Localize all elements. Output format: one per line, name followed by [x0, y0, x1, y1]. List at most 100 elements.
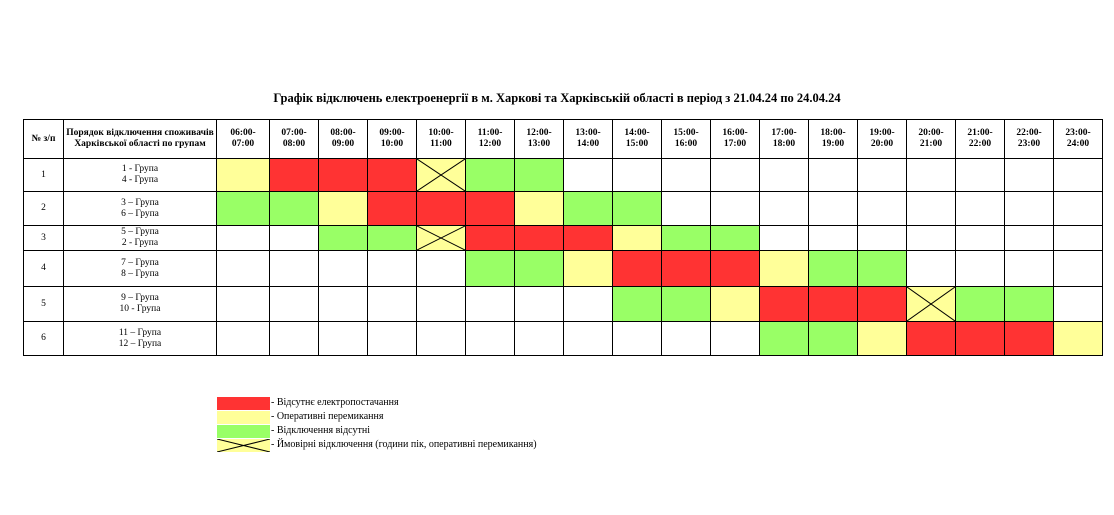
group-label: 6 – Група: [121, 208, 159, 219]
hour-cell: [367, 191, 417, 226]
hour-cell: [514, 286, 564, 322]
legend-item: - Ймовірні відключення (години пік, опер…: [217, 438, 577, 452]
group-cell: 3 – Група 6 – Група: [63, 191, 217, 226]
group-label: 2 - Група: [121, 238, 159, 248]
hour-header: 10:00- 11:00: [416, 119, 466, 159]
hour-cell: [661, 158, 711, 192]
hour-cell: [563, 225, 613, 251]
hour-header: 12:00- 13:00: [514, 119, 564, 159]
hour-cell: [514, 191, 564, 226]
hour-cell: [661, 191, 711, 226]
row-number: 1: [23, 158, 64, 192]
probable-outage-cell: [906, 286, 956, 322]
hour-cell: [857, 225, 907, 251]
hour-cell: [514, 321, 564, 356]
hour-cell: [857, 250, 907, 287]
hour-cell: [1004, 225, 1054, 251]
hour-cell: [465, 250, 515, 287]
hour-cell: [808, 191, 858, 226]
hour-cell: [1004, 250, 1054, 287]
legend-swatch: [217, 425, 270, 438]
legend-label: - Ймовірні відключення (години пік, опер…: [271, 439, 537, 450]
hour-header: 07:00- 08:00: [269, 119, 319, 159]
hour-cell: [416, 321, 466, 356]
hour-cell: [269, 286, 319, 322]
hour-cell: [710, 250, 760, 287]
group-label: 9 – Група: [121, 293, 159, 303]
hour-cell: [710, 286, 760, 322]
hour-header: 16:00- 17:00: [710, 119, 760, 159]
hour-cell: [416, 286, 466, 322]
hour-header: 23:00- 24:00: [1053, 119, 1103, 159]
legend-item: - Відключення відсутні: [217, 424, 577, 438]
hour-cell: [563, 158, 613, 192]
hour-cell: [1004, 321, 1054, 356]
hour-cell: [857, 191, 907, 226]
hour-cell: [808, 250, 858, 287]
hour-cell: [661, 250, 711, 287]
hour-cell: [216, 191, 270, 226]
hour-cell: [465, 158, 515, 192]
hour-cell: [367, 286, 417, 322]
outage-schedule-table: № з/п Порядок відключення споживачів Хар…: [23, 119, 1103, 356]
hour-cell: [661, 321, 711, 356]
legend-item: - Відсутнє електропостачання: [217, 396, 577, 410]
group-label: 3 – Група: [121, 197, 159, 208]
hour-header: 09:00- 10:00: [367, 119, 417, 159]
legend-swatch: [217, 439, 270, 452]
schedule-title: Графік відключень електроенергії в м. Ха…: [273, 91, 841, 105]
row-number: 2: [23, 191, 64, 226]
hour-cell: [612, 250, 662, 287]
hour-cell: [955, 158, 1005, 192]
legend-swatch: [217, 397, 270, 410]
group-label: 5 – Група: [121, 227, 159, 237]
hour-header: 18:00- 19:00: [808, 119, 858, 159]
row-number: 5: [23, 286, 64, 322]
hour-cell: [955, 321, 1005, 356]
hour-cell: [612, 158, 662, 192]
hour-cell: [1053, 158, 1103, 192]
hour-header: 14:00- 15:00: [612, 119, 662, 159]
legend: - Відсутнє електропостачання - Оперативні…: [217, 396, 577, 452]
hour-cell: [1004, 158, 1054, 192]
hour-cell: [857, 158, 907, 192]
group-label: 12 – Група: [118, 338, 162, 349]
header-row: № з/п Порядок відключення споживачів Хар…: [23, 119, 1103, 159]
hour-cell: [216, 158, 270, 192]
hour-cell: [1004, 286, 1054, 322]
hour-cell: [710, 158, 760, 192]
group-cell: 5 – Група 2 - Група: [63, 225, 217, 251]
group-label: 1 - Група: [121, 164, 159, 174]
group-label: 10 - Група: [119, 304, 161, 314]
group-cell: 1 - Група 4 - Група: [63, 158, 217, 192]
hour-cell: [465, 191, 515, 226]
hour-cell: [318, 321, 368, 356]
hour-cell: [955, 225, 1005, 251]
hour-header: 22:00- 23:00: [1004, 119, 1054, 159]
hour-cell: [808, 158, 858, 192]
hour-cell: [514, 250, 564, 287]
group-cell: 9 – Група 10 - Група: [63, 286, 217, 322]
hour-cell: [514, 158, 564, 192]
hour-cell: [465, 321, 515, 356]
hour-cell: [759, 250, 809, 287]
hour-cell: [759, 158, 809, 192]
hour-cell: [318, 286, 368, 322]
hour-header: 13:00- 14:00: [563, 119, 613, 159]
hour-cell: [216, 286, 270, 322]
hour-cell: [759, 286, 809, 322]
hour-cell: [269, 191, 319, 226]
probable-outage-cell: [416, 158, 466, 192]
hour-cell: [563, 286, 613, 322]
hour-cell: [563, 191, 613, 226]
group-label: 7 – Група: [121, 257, 159, 268]
group-cell: 11 – Група 12 – Група: [63, 321, 217, 356]
hour-cell: [857, 286, 907, 322]
hour-cell: [906, 158, 956, 192]
hour-cell: [367, 225, 417, 251]
hour-cell: [955, 191, 1005, 226]
hour-header: 21:00- 22:00: [955, 119, 1005, 159]
hour-cell: [216, 250, 270, 287]
